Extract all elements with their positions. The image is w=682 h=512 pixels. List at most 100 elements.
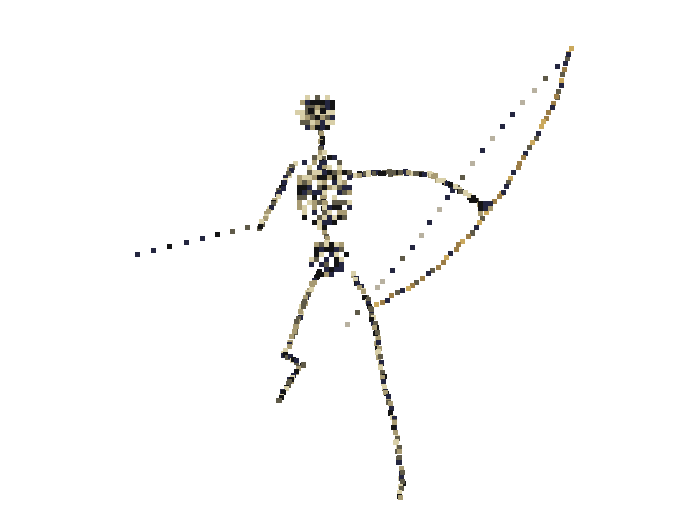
sprite-pixel	[399, 486, 404, 491]
sprite-pixel	[375, 285, 380, 290]
sprite-pixel	[559, 83, 564, 88]
sprite-pixel	[363, 171, 368, 176]
sprite-pixel	[337, 170, 342, 175]
sprite-pixel	[167, 244, 172, 249]
sprite-pixel	[310, 115, 315, 120]
sprite-pixel	[414, 280, 419, 285]
sprite-pixel	[351, 271, 356, 276]
sprite-pixel	[135, 252, 140, 257]
sprite-pixel	[520, 100, 525, 105]
sprite-pixel	[317, 170, 322, 175]
sprite-pixel	[337, 185, 342, 190]
sprite-pixel	[366, 297, 371, 302]
sprite-pixel	[319, 161, 324, 166]
sprite-pixel	[483, 201, 488, 206]
sprite-pixel	[325, 115, 330, 120]
sprite-pixel	[297, 200, 302, 205]
sprite-pixel	[305, 100, 310, 105]
sprite-pixel	[556, 89, 561, 94]
sprite-pixel	[283, 352, 288, 357]
sprite-pixel	[322, 170, 327, 175]
sprite-pixel	[294, 358, 299, 363]
left-arm	[257, 161, 298, 231]
sprite-pixel	[430, 268, 435, 273]
sprite-pixel	[380, 370, 385, 375]
sprite-pixel	[541, 119, 546, 124]
sprite-pixel	[347, 170, 352, 175]
sprite-pixel	[339, 262, 344, 267]
sprite-pixel	[330, 120, 335, 125]
sprite-pixel	[347, 175, 352, 180]
sprite-pixel	[332, 220, 337, 225]
sprite-pixel	[325, 105, 330, 110]
sprite-pixel	[563, 61, 568, 66]
sprite-pixel	[406, 286, 411, 291]
sprite-pixel	[337, 175, 342, 180]
sprite-pixel	[312, 200, 317, 205]
sprite-pixel	[420, 276, 425, 281]
sprite-pixel	[337, 180, 342, 185]
sprite-pixel	[285, 355, 290, 360]
sprite-pixel	[296, 316, 301, 321]
sprite-pixel	[259, 219, 264, 224]
sprite-pixel	[305, 110, 310, 115]
sprite-pixel	[264, 211, 269, 216]
sprite-pixel	[303, 295, 308, 300]
sprite-pixel	[376, 349, 381, 354]
sprite-pixel	[330, 100, 335, 105]
sprite-pixel	[327, 155, 332, 160]
sprite-pixel	[342, 190, 347, 195]
sprite-pixel	[269, 205, 274, 210]
sprite-pixel	[279, 395, 284, 400]
sprite-pixel	[317, 185, 322, 190]
sprite-pixel	[287, 344, 292, 349]
sprite-pixel	[448, 251, 453, 256]
sprite-pixel	[355, 310, 360, 315]
sprite-pixel	[382, 385, 387, 390]
sprite-pixel	[392, 420, 397, 425]
sprite-pixel	[517, 161, 522, 166]
sprite-pixel	[293, 324, 298, 329]
sprite-pixel	[312, 175, 317, 180]
sprite-pixel	[334, 267, 339, 272]
sprite-pixel	[322, 205, 327, 210]
sprite-pixel	[151, 248, 156, 253]
sprite-pixel	[318, 150, 323, 155]
right-leg	[351, 271, 406, 500]
sprite-pixel	[521, 155, 526, 160]
sprite-pixel	[483, 206, 488, 211]
sprite-pixel	[373, 321, 378, 326]
sprite-pixel	[322, 160, 327, 165]
bow	[374, 46, 574, 307]
sprite-pixel	[319, 252, 324, 257]
sprite-pixel	[305, 95, 310, 100]
sprite-pixel	[332, 175, 337, 180]
sprite-pixel	[301, 363, 306, 368]
sprite-pixel	[379, 360, 384, 365]
sprite-pixel	[456, 242, 461, 247]
sprite-pixel	[334, 247, 339, 252]
sprite-pixel	[295, 110, 300, 115]
sprite-pixel	[317, 220, 322, 225]
sprite-pixel	[334, 257, 339, 262]
sprite-pixel	[322, 164, 327, 169]
sprite-pixel	[410, 245, 415, 250]
sprite-pixel	[376, 336, 381, 341]
sprite-pixel	[298, 309, 303, 314]
sprite-pixel	[312, 205, 317, 210]
sprite-pixel	[510, 112, 515, 117]
sprite-pixel	[393, 430, 398, 435]
sprite-pixel	[307, 200, 312, 205]
sprite-pixel	[322, 150, 327, 155]
sprite-pixel	[397, 445, 402, 450]
sprite-pixel	[337, 215, 342, 220]
sprite-pixel	[555, 64, 560, 69]
sprite-pixel	[309, 262, 314, 267]
sprite-pixel	[471, 195, 476, 200]
sprite-pixel	[445, 195, 450, 200]
sprite-pixel	[539, 124, 544, 129]
sprite-pixel	[332, 200, 337, 205]
sprite-pixel	[281, 390, 286, 395]
sprite-pixel	[508, 176, 513, 181]
